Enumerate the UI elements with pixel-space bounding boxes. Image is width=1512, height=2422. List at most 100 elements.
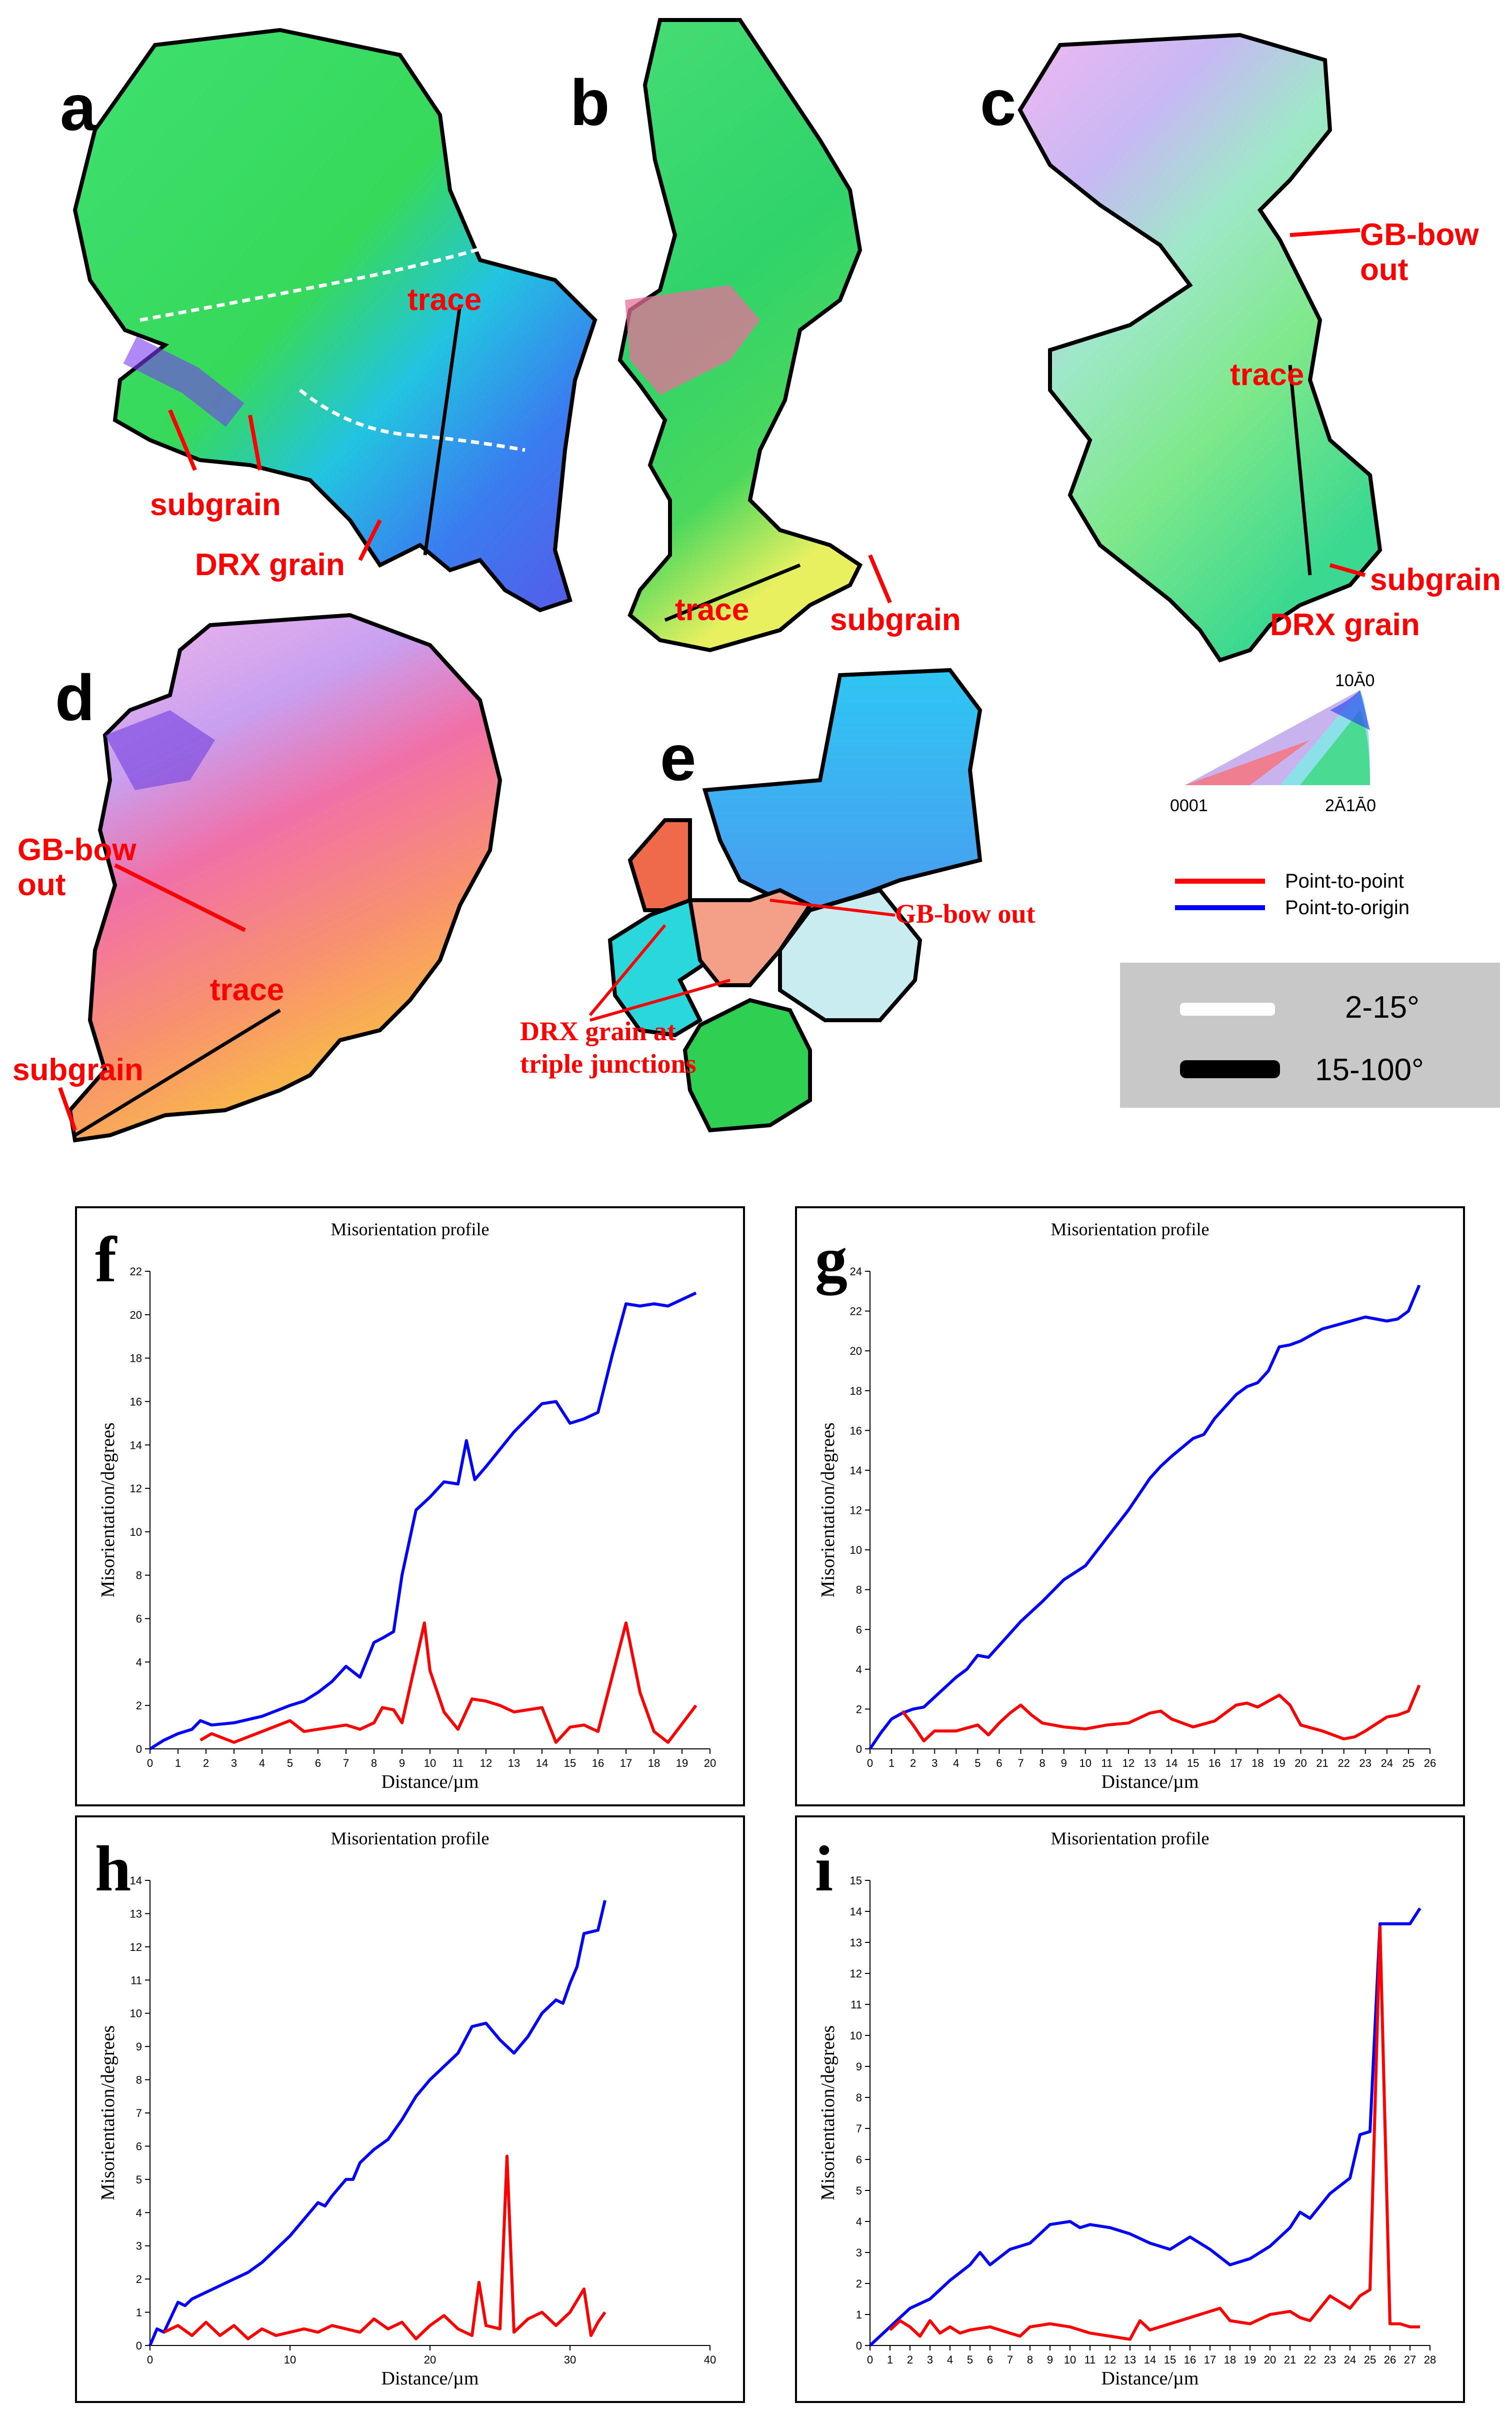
ipf-key-top-label: 10Ā0 [1335,671,1374,690]
x-axis-label: Distance/µm [1102,2368,1199,2389]
y-tick-label: 7 [136,2107,142,2119]
annotation-drx-grain-c: DRX grain [1270,608,1420,642]
y-tick-label: 18 [850,1385,862,1397]
legend-label-point-to-origin: Point-to-origin [1285,897,1410,919]
x-axis-label: Distance/µm [1102,1771,1199,1792]
series-line-point-to-origin [868,1907,1422,2347]
x-tick-label: 11 [1084,2353,1096,2366]
x-tick-label: 19 [1273,1757,1285,1769]
x-tick-label: 4 [953,1757,959,1769]
x-tick-label: 15 [564,1757,576,1769]
x-tick-label: 6 [987,2353,993,2366]
x-tick-label: 18 [1252,1757,1264,1769]
series-line-point-to-point [163,2154,606,2340]
y-tick-label: 3 [856,2246,862,2259]
chart-title: Misorientation profile [1051,1828,1210,1848]
x-tick-label: 26 [1384,2353,1396,2366]
y-tick-label: 16 [850,1424,862,1437]
x-tick-label: 15 [1187,1757,1199,1769]
x-tick-label: 40 [704,2353,716,2366]
x-tick-label: 23 [1360,1757,1372,1769]
x-tick-label: 21 [1284,2353,1296,2366]
map-panel-e: e GB-bow out DRX grain at triple junctio… [520,668,1036,1133]
x-tick-label: 15 [1164,2353,1176,2366]
x-tick-label: 22 [1338,1757,1350,1769]
annotation-trace-d: trace [210,973,284,1007]
x-tick-label: 3 [231,1757,237,1769]
x-tick-label: 0 [147,2353,153,2366]
annotation-trace-c: trace [1230,358,1304,392]
x-tick-label: 3 [927,2353,933,2366]
x-tick-label: 14 [1144,2353,1156,2366]
panel-letter-a: a [60,71,97,144]
x-tick-label: 20 [424,2353,436,2366]
y-tick-label: 5 [136,2173,142,2186]
x-tick-label: 25 [1364,2353,1376,2366]
y-tick-label: 20 [850,1345,862,1357]
x-tick-label: 8 [1039,1757,1045,1769]
chart-i: Misorientation profile i 0 1 2 3 4 5 6 7 8 9 10 11 12 1… [795,1815,1465,2403]
y-tick-label: 0 [856,1743,862,1755]
chart-f: Misorientation profile f 0 1 2 3 4 5 6 7 8 9 10 11 12 1… [75,1206,745,1806]
x-tick-label: 19 [676,1757,688,1769]
series-line-point-to-origin [868,1284,1421,1750]
x-tick-label: 9 [1047,2353,1053,2366]
x-tick-label: 2 [203,1757,209,1769]
line-legend: Point-to-point Point-to-origin [1175,870,1410,919]
y-tick-label: 4 [136,1656,142,1668]
y-tick-label: 14 [850,1905,862,1918]
y-tick-label: 6 [856,1623,862,1636]
x-tick-label: 0 [867,1757,873,1769]
annotation-drx-grain-e: DRX grain at [520,1016,676,1046]
annotation-gb-bow: GB-bow [1360,218,1479,252]
annotation-out-d: out [18,868,66,902]
y-tick-label: 12 [850,1504,862,1517]
y-tick-label: 0 [856,2339,862,2352]
annotation-trace: trace [408,283,482,317]
x-tick-label: 12 [1104,2353,1116,2366]
panel-letter-c: c [980,66,1016,139]
x-tick-label: 5 [974,1757,980,1769]
y-tick-label: 14 [130,1874,142,1887]
x-tick-label: 14 [536,1757,548,1769]
x-tick-label: 9 [399,1757,405,1769]
x-tick-label: 11 [452,1757,464,1769]
y-tick-label: 8 [856,1584,862,1596]
legend-swatch-high-angle [1180,1060,1280,1078]
x-tick-label: 17 [1230,1757,1242,1769]
x-tick-label: 7 [343,1757,349,1769]
y-tick-label: 9 [136,2040,142,2053]
chart-h: Misorientation profile h 0 10 20 30 40 0 1 2 3 4 5 6 7… [75,1815,745,2403]
y-tick-label: 3 [136,2240,142,2252]
x-tick-label: 17 [1204,2353,1216,2366]
y-tick-label: 10 [850,1544,862,1556]
x-tick-label: 10 [424,1757,436,1769]
y-tick-label: 1 [136,2306,142,2319]
annotation-subgrain: subgrain [150,488,281,522]
y-tick-label: 0 [136,2339,142,2352]
series-line-point-to-point [901,1684,1421,1743]
y-tick-label: 11 [130,1974,142,1986]
y-tick-label: 14 [850,1464,862,1477]
y-tick-label: 0 [136,1743,142,1755]
chart-g: Misorientation profile g 0 1 2 3 4 5 6 7 8 9 10 11 12 1… [795,1206,1465,1806]
y-tick-label: 9 [856,2060,862,2073]
panel-letter-d: d [55,661,94,734]
x-tick-label: 1 [888,1757,894,1769]
x-tick-label: 5 [287,1757,293,1769]
y-tick-label: 20 [130,1309,142,1321]
series-line-point-to-point [888,1925,1420,2341]
y-tick-label: 2 [136,2273,142,2285]
x-tick-label: 22 [1304,2353,1316,2366]
x-tick-label: 12 [1122,1757,1134,1769]
y-tick-label: 4 [136,2206,142,2219]
y-tick-label: 1 [856,2308,862,2321]
x-tick-label: 1 [175,1757,181,1769]
y-tick-label: 24 [850,1265,862,1278]
y-tick-label: 7 [856,2122,862,2135]
chart-frame [795,1815,1465,2403]
legend-swatch-low-angle [1180,1003,1275,1016]
x-tick-label: 7 [1018,1757,1024,1769]
map-panel-b: b trace subgrain [570,18,961,653]
